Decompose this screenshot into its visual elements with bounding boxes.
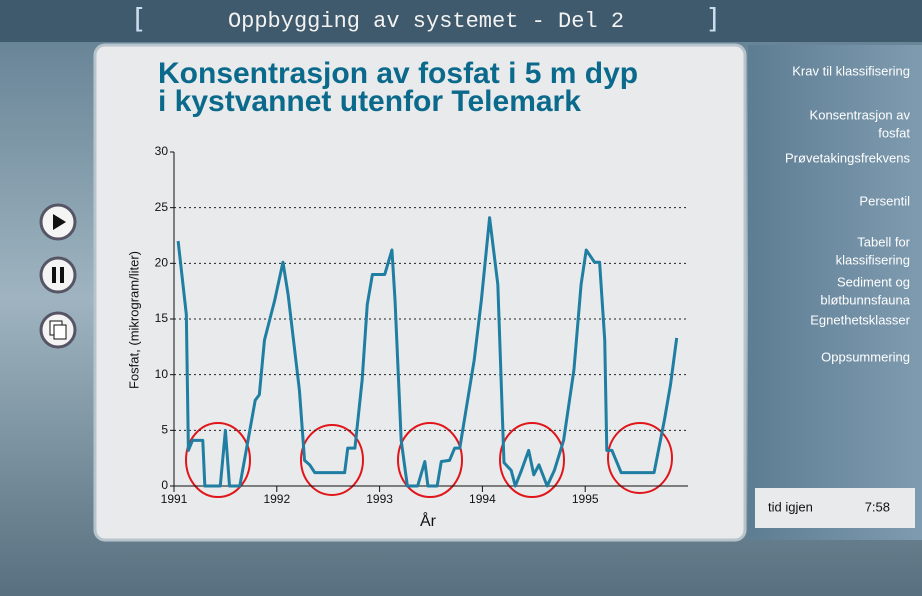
highlight — [300, 424, 364, 496]
chart-title: i kystvannet utenfor Telemark — [158, 85, 581, 118]
timer-label: tid igjen — [768, 499, 813, 514]
y-tick-label: 30 — [155, 144, 169, 158]
bracket: ] — [705, 2, 722, 35]
pages-icon — [53, 324, 67, 340]
menu-item[interactable]: klassifisering — [836, 252, 910, 267]
timer-time: 7:58 — [865, 499, 890, 514]
menu-item[interactable]: Sediment og — [837, 274, 910, 289]
y-axis-label: Fosfat, (mikrogram/liter) — [126, 251, 141, 389]
menu-item[interactable]: bløtbunnsfauna — [820, 292, 910, 307]
menu-item[interactable]: Egnethetsklasser — [810, 312, 910, 327]
menu-item[interactable]: Prøvetakingsfrekvens — [785, 150, 910, 165]
x-tick-label: 1993 — [366, 492, 393, 506]
x-tick-label: 1995 — [572, 492, 599, 506]
highlight — [397, 422, 463, 498]
menu-panel — [748, 45, 922, 540]
menu-item[interactable]: Oppsummering — [821, 349, 910, 364]
y-tick-label: 0 — [161, 478, 168, 492]
highlight — [185, 422, 251, 498]
x-tick-label: 1992 — [263, 492, 290, 506]
y-tick-label: 5 — [161, 423, 168, 437]
header-bar — [0, 0, 922, 42]
y-tick-label: 25 — [155, 200, 169, 214]
play-icon — [53, 214, 66, 230]
chart-title: Konsentrasjon av fosfat i 5 m dyp — [158, 57, 638, 90]
x-axis-label: År — [420, 511, 437, 530]
x-tick-label: 1991 — [161, 492, 188, 506]
highlight-circles — [185, 422, 673, 498]
header-title: Oppbygging av systemet - Del 2 — [228, 9, 624, 34]
menu-item[interactable]: Persentil — [859, 193, 910, 208]
pause-icon — [60, 267, 64, 283]
highlight — [607, 422, 673, 494]
menu-item[interactable]: Tabell for — [857, 234, 910, 249]
timer-box — [755, 488, 915, 528]
x-tick-label: 1994 — [469, 492, 496, 506]
bracket: [ — [130, 2, 147, 35]
y-tick-label: 20 — [155, 256, 169, 270]
y-tick-label: 15 — [155, 311, 169, 325]
pause-button[interactable] — [39, 256, 77, 294]
content-panel — [93, 43, 747, 542]
menu-item[interactable]: Krav til klassifisering — [792, 63, 910, 78]
y-tick-label: 10 — [155, 367, 169, 381]
controls — [39, 203, 77, 349]
pause-icon — [52, 267, 56, 283]
data-line — [176, 216, 679, 488]
highlight — [499, 422, 565, 498]
menu-item[interactable]: Konsentrasjon av — [810, 107, 911, 122]
menu-item[interactable]: fosfat — [878, 125, 910, 140]
